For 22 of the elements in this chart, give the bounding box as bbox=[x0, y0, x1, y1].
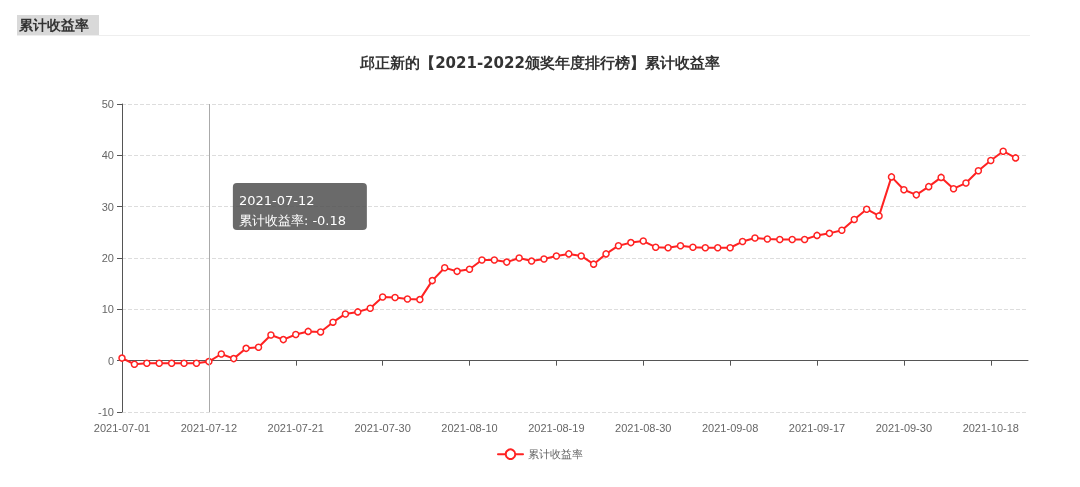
y-tick-label: 50 bbox=[101, 98, 114, 110]
y-tick-label: 10 bbox=[101, 303, 114, 316]
x-tick-label: 2021-07-30 bbox=[354, 421, 411, 434]
x-tick-label: 2021-09-30 bbox=[875, 421, 933, 434]
x-tick-label: 2021-07-12 bbox=[180, 421, 238, 434]
x-tick-label: 2021-08-30 bbox=[615, 421, 672, 434]
y-tick-label: 0 bbox=[107, 354, 114, 367]
text: 累计收益率 bbox=[18, 17, 89, 33]
x-tick-label: 2021-09-17 bbox=[788, 421, 846, 434]
x-tick-label: 2021-07-01 bbox=[93, 421, 151, 434]
y-tick-label: 30 bbox=[101, 200, 114, 213]
annotation: 2021-07-12 累计收益率: -0.18 bbox=[238, 192, 347, 228]
x-tick-label: 2021-10-18 bbox=[962, 421, 1019, 434]
y-tick-label: 20 bbox=[101, 252, 114, 264]
chart-title: 邱正新的【2021-2022颁奖年度排行榜】累计收益率 bbox=[359, 53, 720, 72]
x-tick-label: 2021-08-19 bbox=[528, 421, 585, 434]
legend-label: 累计收益率 bbox=[528, 448, 583, 461]
x-tick-label: 2021-09-08 bbox=[702, 421, 759, 434]
x-tick-label: 2021-07-21 bbox=[267, 421, 324, 434]
y-tick-label: 40 bbox=[101, 149, 114, 162]
x-tick-label: 2021-08-10 bbox=[441, 421, 498, 434]
y-tick-label: -10 bbox=[98, 406, 114, 418]
